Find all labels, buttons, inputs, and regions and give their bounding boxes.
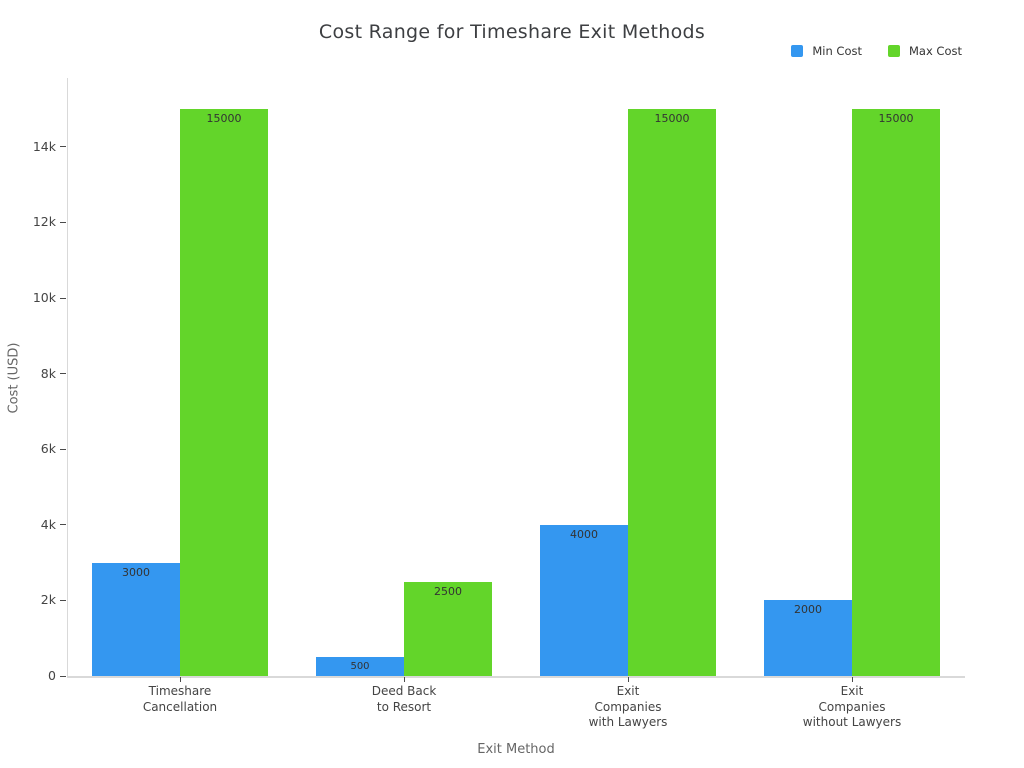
- legend-swatch-max-cost: [888, 45, 900, 57]
- y-tick: [60, 524, 66, 526]
- x-axis-title: Exit Method: [477, 742, 555, 757]
- bar-min-cost: 500: [316, 657, 404, 676]
- chart-title: Cost Range for Timeshare Exit Methods: [318, 21, 706, 43]
- y-tick: [60, 448, 66, 450]
- bar-max-cost: 15000: [852, 109, 940, 676]
- legend-item-min-cost[interactable]: Min Cost: [791, 44, 862, 58]
- y-tick: [60, 221, 66, 223]
- x-tick: [851, 677, 853, 682]
- bar-value-label: 3000: [122, 565, 150, 579]
- bar-value-label: 15000: [878, 112, 914, 125]
- legend-item-max-cost[interactable]: Max Cost: [888, 44, 962, 58]
- bar-value-label: 4000: [570, 527, 598, 541]
- y-tick: [60, 373, 66, 375]
- bar-value-label: 15000: [206, 112, 242, 125]
- bar-min-cost: 4000: [540, 524, 628, 676]
- x-category-label: Exit Companies without Lawyers: [802, 684, 902, 729]
- y-tick-label: 8k: [40, 365, 56, 381]
- x-tick: [627, 677, 629, 682]
- x-category-label: Exit Companies with Lawyers: [588, 684, 668, 729]
- y-tick-label: 4k: [40, 516, 56, 532]
- y-tick: [60, 675, 66, 677]
- y-tick-label: 12k: [32, 214, 56, 230]
- x-tick: [179, 677, 181, 682]
- bar-max-cost: 15000: [628, 109, 716, 676]
- bar-value-label: 2500: [434, 584, 462, 598]
- y-tick-label: 0: [48, 668, 56, 683]
- bar-min-cost: 3000: [92, 562, 180, 676]
- bar-max-cost: 15000: [180, 109, 268, 676]
- x-axis-line: [66, 676, 965, 678]
- bar-max-cost: 2500: [404, 581, 492, 676]
- y-tick-label: 14k: [32, 138, 56, 154]
- bar-value-label: 2000: [794, 603, 822, 617]
- y-tick-label: 10k: [32, 290, 56, 305]
- bar-min-cost: 2000: [764, 600, 852, 676]
- y-tick: [60, 297, 66, 299]
- x-tick: [403, 677, 405, 682]
- y-tick-label: 2k: [40, 592, 56, 608]
- legend: Min Cost Max Cost: [791, 44, 962, 58]
- y-tick: [60, 146, 66, 148]
- bar-value-label: 500: [350, 660, 370, 672]
- y-tick-label: 6k: [40, 441, 56, 457]
- x-category-label: Timeshare Cancellation: [142, 684, 218, 714]
- y-tick: [60, 599, 66, 601]
- legend-label: Min Cost: [812, 44, 862, 58]
- bar-value-label: 15000: [654, 112, 690, 125]
- legend-label: Max Cost: [909, 44, 962, 58]
- legend-swatch-min-cost: [791, 45, 804, 57]
- y-axis-line: [66, 78, 68, 677]
- x-category-label: Deed Back to Resort: [371, 684, 437, 714]
